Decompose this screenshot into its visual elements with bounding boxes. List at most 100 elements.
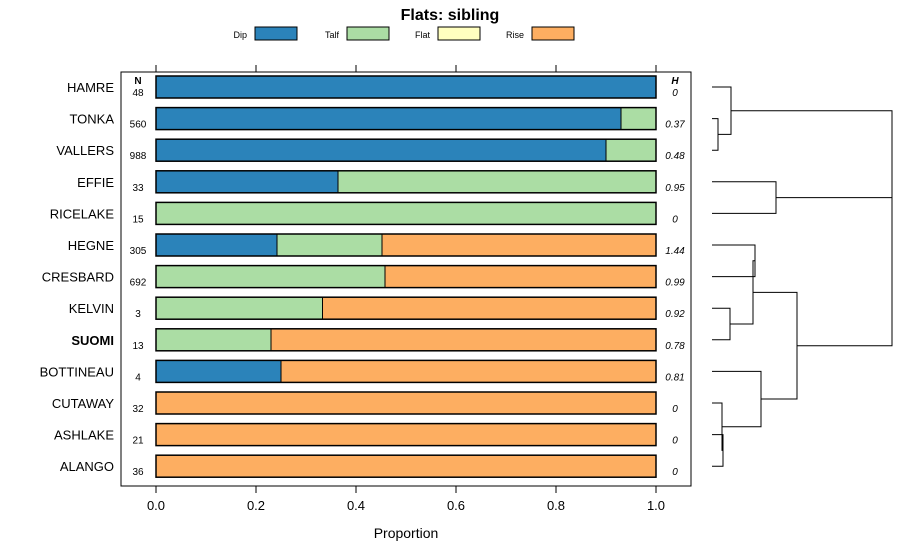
bar-outline <box>155 454 657 478</box>
bar-segment-rise <box>271 328 656 351</box>
row-n-value: 21 <box>132 436 144 447</box>
dendrogram-branch <box>731 110 893 199</box>
bar-row: KELVIN 3 0.92 <box>69 296 685 320</box>
bar-segment-rise <box>385 265 656 288</box>
bar-row: BOTTINEAU 4 0.81 <box>40 359 685 384</box>
row-n-value: 32 <box>132 404 144 415</box>
legend-swatch <box>254 26 298 41</box>
bar-segment-talf <box>156 202 656 225</box>
row-label: CUTAWAY <box>52 396 114 411</box>
bar-outline <box>155 170 657 194</box>
bar-row: EFFIE 33 0.95 <box>77 170 685 194</box>
row-h-value: 0.92 <box>665 309 685 320</box>
top-axis-ticks <box>155 65 657 72</box>
legend-label: Talf <box>325 30 340 40</box>
row-n-value: 560 <box>130 120 147 131</box>
row-h-value: 0 <box>672 436 678 447</box>
row-n-value: 48 <box>132 88 144 99</box>
x-tick-label: 1.0 <box>647 498 665 513</box>
bar-segment-rise <box>156 455 656 478</box>
bar-segment-rise <box>322 297 656 320</box>
row-h-value: 1.44 <box>665 246 685 257</box>
dendrogram-branch <box>712 244 756 278</box>
row-n-value: 13 <box>132 341 144 352</box>
bar-segment-talf <box>156 265 385 288</box>
row-label: KELVIN <box>69 301 114 316</box>
bar-segment-dip <box>156 139 606 162</box>
bar-outline <box>155 359 657 384</box>
row-n-value: 33 <box>132 183 144 194</box>
bar-row: RICELAKE 15 0 <box>50 201 678 226</box>
bar-segment-rise <box>156 392 656 414</box>
row-label: SUOMI <box>71 333 114 348</box>
bar-segment-rise <box>156 423 656 446</box>
dendrogram-branch <box>712 434 724 467</box>
row-h-value: 0.81 <box>665 372 684 383</box>
row-n-value: 692 <box>130 278 147 289</box>
row-n-value: 36 <box>132 467 144 478</box>
row-label: VALLERS <box>56 143 114 158</box>
row-h-value: 0 <box>672 404 678 415</box>
row-h-value: 0 <box>672 214 678 225</box>
row-h-value: 0 <box>672 88 678 99</box>
chart-title: Flats: sibling <box>401 7 500 24</box>
legend-label: Rise <box>506 30 524 40</box>
row-h-value: 0.78 <box>665 341 685 352</box>
bar-segment-rise <box>281 360 656 383</box>
row-h-value: 0.48 <box>665 151 685 162</box>
dendrogram <box>712 86 893 467</box>
bar-row: HAMRE 48 0 <box>67 75 678 99</box>
bar-segment-talf <box>156 297 323 320</box>
legend-swatch <box>346 26 390 41</box>
bar-row: SUOMI 13 0.78 <box>71 328 685 352</box>
dendrogram-branch <box>753 291 798 400</box>
legend-swatch <box>437 26 481 41</box>
dendrogram-branch <box>712 181 777 214</box>
bar-outline <box>155 422 657 447</box>
row-n-value: 305 <box>130 246 147 257</box>
row-label: EFFIE <box>77 175 114 190</box>
row-label: ALANGO <box>60 459 114 474</box>
legend-swatch <box>531 26 575 41</box>
row-label: HAMRE <box>67 80 114 95</box>
x-axis-label: Proportion <box>374 525 439 541</box>
dendrogram-root <box>797 154 893 347</box>
legend-label: Dip <box>233 30 247 40</box>
row-h-value: 0.37 <box>665 120 685 131</box>
dendrogram-branch <box>712 118 719 151</box>
x-tick-label: 0.8 <box>547 498 565 513</box>
row-label: HEGNE <box>68 238 115 253</box>
bar-rows: HAMRE 48 0 TONKA 560 0.37 VALLERS 988 0.48 EFFIE 3… <box>40 75 685 478</box>
legend-label: Flat <box>415 30 431 40</box>
bar-row: TONKA 560 0.37 <box>69 106 685 131</box>
bar-segment-dip <box>156 170 338 193</box>
row-n-value: 988 <box>130 151 147 162</box>
x-tick-label: 0.6 <box>447 498 465 513</box>
bar-segment-dip <box>156 360 281 383</box>
bar-segment-talf <box>156 328 271 351</box>
bar-row: HEGNE 305 1.44 <box>68 233 685 257</box>
bar-segment-talf <box>606 139 656 162</box>
x-tick-label: 0.0 <box>147 498 165 513</box>
h-column-header: H <box>671 76 679 87</box>
bar-segment-rise <box>382 234 656 256</box>
row-n-value: 4 <box>135 372 141 383</box>
bar-outline <box>155 106 657 131</box>
bar-row: ASHLAKE 21 0 <box>54 422 678 447</box>
bar-outline <box>155 75 657 99</box>
row-h-value: 0.99 <box>665 278 685 289</box>
dendrogram-branch <box>712 370 762 428</box>
bar-outline <box>155 391 657 415</box>
bar-row: VALLERS 988 0.48 <box>56 138 685 162</box>
row-h-value: 0.95 <box>665 183 685 194</box>
bar-segment-talf <box>621 107 656 130</box>
row-label: TONKA <box>69 112 114 127</box>
row-label: CRESBARD <box>42 270 114 285</box>
row-label: BOTTINEAU <box>40 364 114 379</box>
bar-segment-talf <box>338 170 656 193</box>
row-label: ASHLAKE <box>54 428 114 443</box>
legend: Dip Talf Flat Rise <box>233 26 575 41</box>
dendrogram-branch <box>712 86 732 135</box>
dendrogram-branch <box>712 307 731 341</box>
bar-outline <box>155 201 657 226</box>
